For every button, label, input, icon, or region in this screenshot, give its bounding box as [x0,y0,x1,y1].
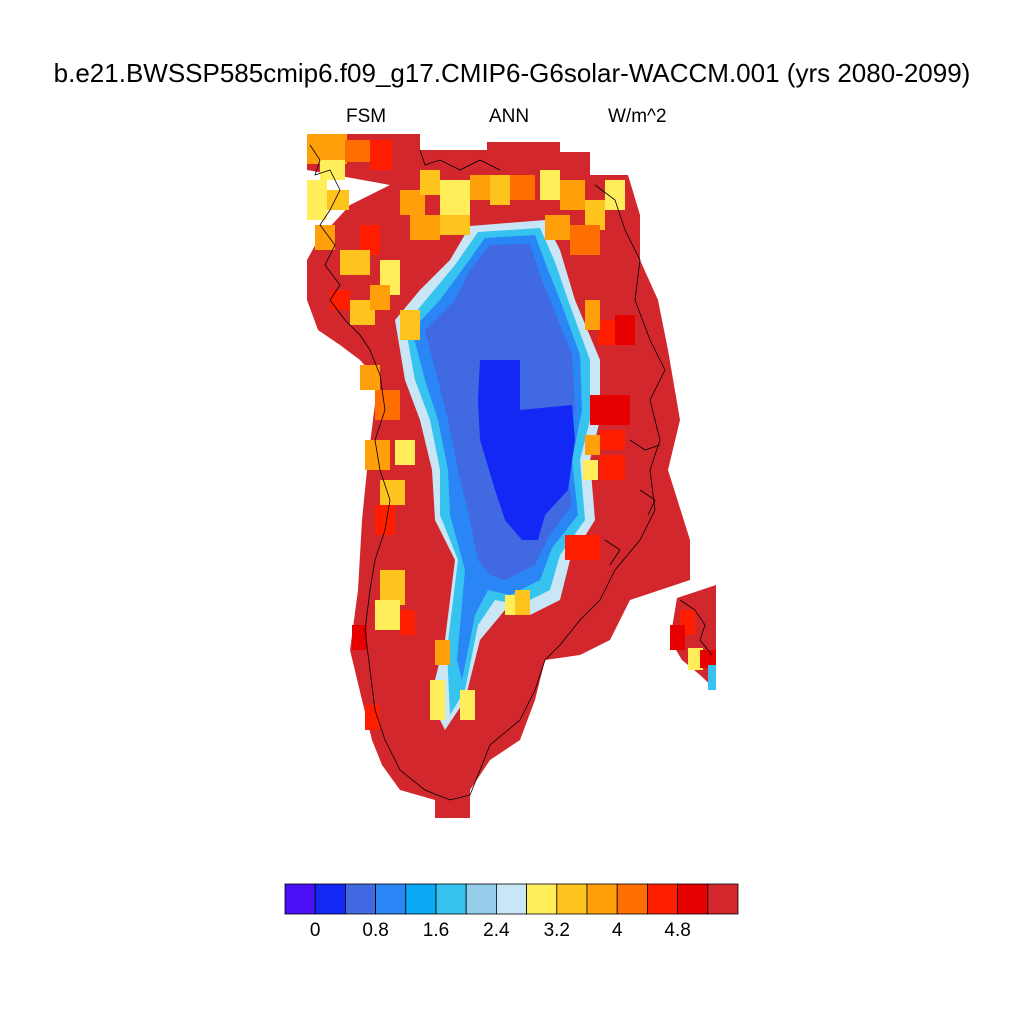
colorbar-box [405,883,437,915]
colorbar-box [586,883,618,915]
map-ice-interior [395,220,600,730]
variable-label: FSM [346,106,387,127]
coastline [309,144,713,801]
colorbar-box [435,883,467,915]
colorbar-box [616,883,648,915]
units-label: W/m^2 [608,106,667,127]
colorbar-box [707,883,739,915]
colorbar-box [284,883,316,915]
colorbar-tick-label: 2.4 [483,920,510,941]
colorbar-tick-label: 0.8 [362,920,389,941]
colorbar-box [375,883,407,915]
colorbar-box [344,883,376,915]
map-margin-cells [307,134,716,730]
colorbar-tick-label: 1.6 [422,920,450,941]
colorbar-box [465,883,497,915]
colorbar-box [314,883,346,915]
colorbar-tick-label: 0 [309,920,321,941]
figure-title: b.e21.BWSSP585cmip6.f09_g17.CMIP6-G6sola… [53,58,971,88]
colorbar-tick-label: 4.8 [664,920,691,941]
colorbar-box [526,883,558,915]
colorbar-box [677,883,709,915]
colorbar-tick-label: 4 [611,920,623,941]
colorbar-box [647,883,679,915]
colorbar-box [495,883,527,915]
colorbar-boxes [284,883,739,915]
colorbar-box [556,883,588,915]
colorbar-tick-label: 3.2 [543,920,571,941]
season-label: ANN [489,106,530,127]
